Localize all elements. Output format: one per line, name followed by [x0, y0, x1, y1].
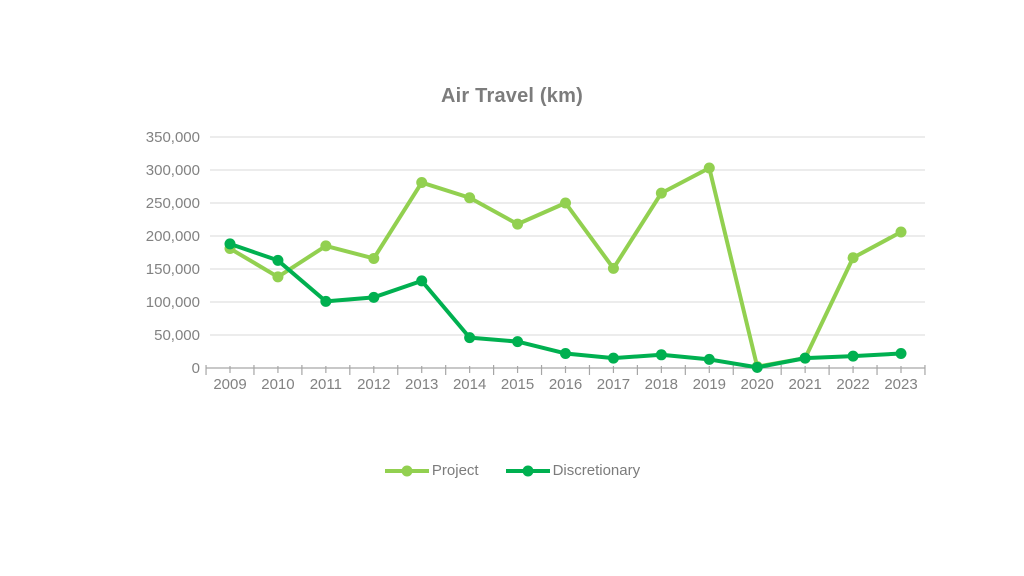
y-tick-label: 0	[192, 360, 200, 377]
legend-label-discretionary: Discretionary	[552, 462, 641, 479]
data-point-discretionary-2014	[464, 332, 476, 344]
y-tick-label: 50,000	[154, 327, 200, 344]
chart-title: Air Travel (km)	[441, 85, 583, 107]
y-tick-label: 300,000	[146, 162, 200, 179]
x-tick-label: 2015	[501, 376, 534, 393]
x-tick-label: 2013	[405, 376, 438, 393]
data-point-discretionary-2011	[320, 295, 332, 307]
legend-marker-project-icon	[384, 465, 429, 476]
data-point-discretionary-2020	[751, 361, 763, 373]
data-point-discretionary-2019	[703, 353, 715, 365]
data-point-project-2012	[368, 252, 380, 264]
x-tick-label: 2018	[645, 376, 678, 393]
data-point-discretionary-2022	[847, 350, 859, 362]
data-point-project-2011	[320, 240, 332, 252]
x-tick-label: 2012	[357, 376, 390, 393]
data-point-project-2013	[416, 177, 428, 189]
x-tick-label: 2019	[693, 376, 726, 393]
data-point-project-2017	[607, 262, 619, 274]
x-tick-label: 2010	[261, 376, 294, 393]
data-point-discretionary-2016	[560, 347, 571, 359]
data-point-project-2022	[847, 252, 859, 264]
data-point-discretionary-2021	[799, 352, 811, 364]
data-point-discretionary-2017	[607, 352, 619, 364]
y-tick-label: 200,000	[146, 228, 200, 245]
legend-label-project: Project	[431, 462, 479, 479]
data-point-project-2019	[703, 162, 715, 174]
data-point-project-2023	[895, 226, 907, 238]
data-point-project-2018	[655, 187, 667, 199]
data-point-project-2014	[464, 192, 476, 204]
y-tick-label: 350,000	[146, 129, 200, 146]
data-point-discretionary-2010	[272, 254, 284, 266]
legend: Project Discretionary	[0, 462, 1024, 479]
x-tick-label: 2017	[597, 376, 630, 393]
x-tick-label: 2009	[213, 376, 246, 393]
data-point-discretionary-2009	[224, 238, 236, 250]
legend-entry-project: Project	[384, 462, 479, 479]
x-tick-label: 2021	[788, 376, 821, 393]
legend-entry-discretionary: Discretionary	[505, 462, 641, 479]
y-tick-label: 100,000	[146, 294, 200, 311]
data-point-project-2015	[512, 218, 524, 230]
data-point-discretionary-2023	[895, 347, 907, 359]
x-tick-label: 2022	[836, 376, 869, 393]
data-point-discretionary-2018	[655, 349, 667, 361]
legend-marker-discretionary-icon	[505, 465, 550, 476]
y-tick-label: 250,000	[146, 195, 200, 212]
data-point-discretionary-2015	[512, 336, 524, 348]
x-tick-label: 2020	[741, 376, 774, 393]
x-tick-label: 2023	[884, 376, 917, 393]
data-point-discretionary-2013	[416, 275, 428, 287]
data-point-project-2010	[272, 271, 284, 283]
x-tick-label: 2014	[453, 376, 486, 393]
x-tick-label: 2016	[549, 376, 582, 393]
data-point-discretionary-2012	[368, 291, 380, 303]
y-tick-label: 150,000	[146, 261, 200, 278]
data-point-project-2016	[560, 197, 571, 209]
x-tick-label: 2011	[310, 376, 342, 393]
